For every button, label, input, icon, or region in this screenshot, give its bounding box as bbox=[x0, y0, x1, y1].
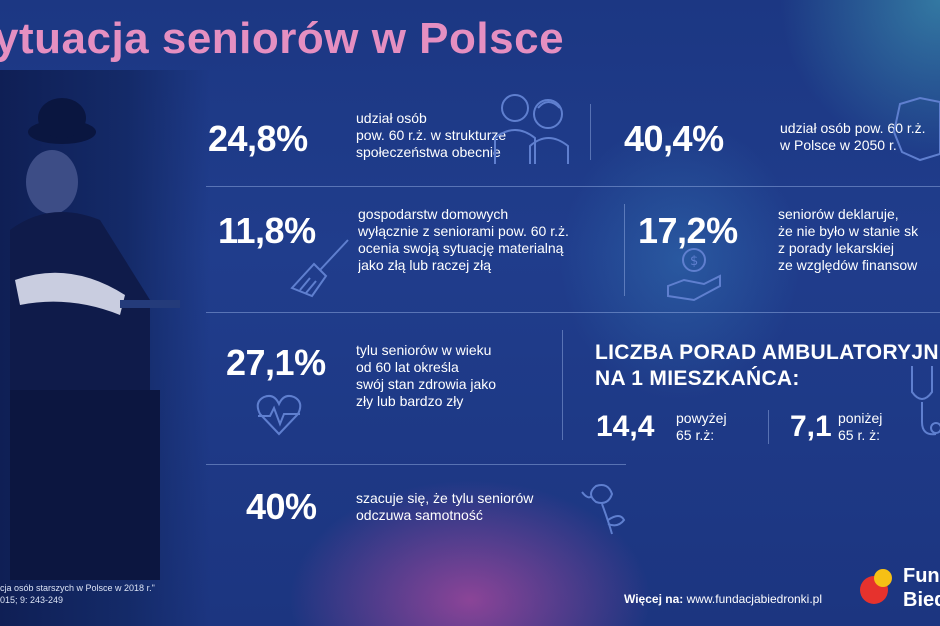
divider bbox=[562, 330, 563, 440]
more-info-url[interactable]: www.fundacjabiedronki.pl bbox=[686, 592, 823, 606]
stat-value-households: 11,8% bbox=[218, 210, 316, 251]
ambulatory-below-label: poniżej 65 r. ż: bbox=[838, 410, 883, 443]
stat-text-2050-share: udział osób pow. 60 r.ż. w Polsce w 2050… bbox=[780, 120, 926, 153]
stat-text-current-share: udział osób pow. 60 r.ż. w strukturze sp… bbox=[356, 110, 507, 160]
stat-value-loneliness: 40% bbox=[246, 486, 317, 527]
broom-icon bbox=[290, 239, 349, 298]
stat-value-medical-advice: 17,2% bbox=[638, 210, 738, 251]
divider bbox=[624, 204, 625, 296]
source-note: cja osób starszych w Polsce w 2018 r." 0… bbox=[0, 583, 155, 605]
fundacja-logo-text: Fun Bied bbox=[903, 565, 940, 611]
fundacja-logo-icon bbox=[860, 569, 892, 604]
stat-value-current-share: 24,8% bbox=[208, 118, 308, 159]
stethoscope-icon bbox=[911, 366, 940, 436]
seniors-couple-icon bbox=[494, 94, 569, 164]
poland-map-icon bbox=[892, 96, 940, 162]
divider bbox=[206, 186, 940, 187]
ambulatory-heading: LICZBA PORAD AMBULATORYJN NA 1 MIESZKAŃC… bbox=[595, 341, 939, 390]
ambulatory-below-value: 7,1 bbox=[790, 410, 832, 443]
flower-icon bbox=[581, 484, 626, 535]
stat-text-health: tylu seniorów w wieku od 60 lat określa … bbox=[356, 342, 497, 409]
stat-text-medical-advice: seniorów deklaruje, że nie było w stanie… bbox=[778, 206, 919, 273]
stat-text-households: gospodarstw domowych wyłącznie z seniora… bbox=[358, 206, 569, 273]
page-title: ytuacja seniorów w Polsce bbox=[0, 14, 565, 63]
heart-pulse-icon bbox=[256, 394, 302, 436]
divider bbox=[768, 410, 769, 444]
senior-reading-photo bbox=[0, 70, 210, 626]
more-info: Więcej na: www.fundacjabiedronki.pl bbox=[624, 592, 822, 606]
stat-text-loneliness: szacuje się, że tylu seniorów odczuwa sa… bbox=[356, 490, 534, 523]
stat-value-health: 27,1% bbox=[226, 342, 326, 383]
ambulatory-above-label: powyżej 65 r.ż: bbox=[676, 410, 727, 443]
divider bbox=[206, 312, 940, 313]
more-info-label: Więcej na: bbox=[624, 592, 684, 606]
divider bbox=[206, 464, 626, 465]
ambulatory-above-value: 14,4 bbox=[596, 410, 655, 443]
divider bbox=[590, 104, 591, 160]
coin-hand-icon: $ bbox=[667, 248, 721, 302]
svg-text:$: $ bbox=[690, 254, 698, 269]
stat-value-2050-share: 40,4% bbox=[624, 118, 724, 159]
